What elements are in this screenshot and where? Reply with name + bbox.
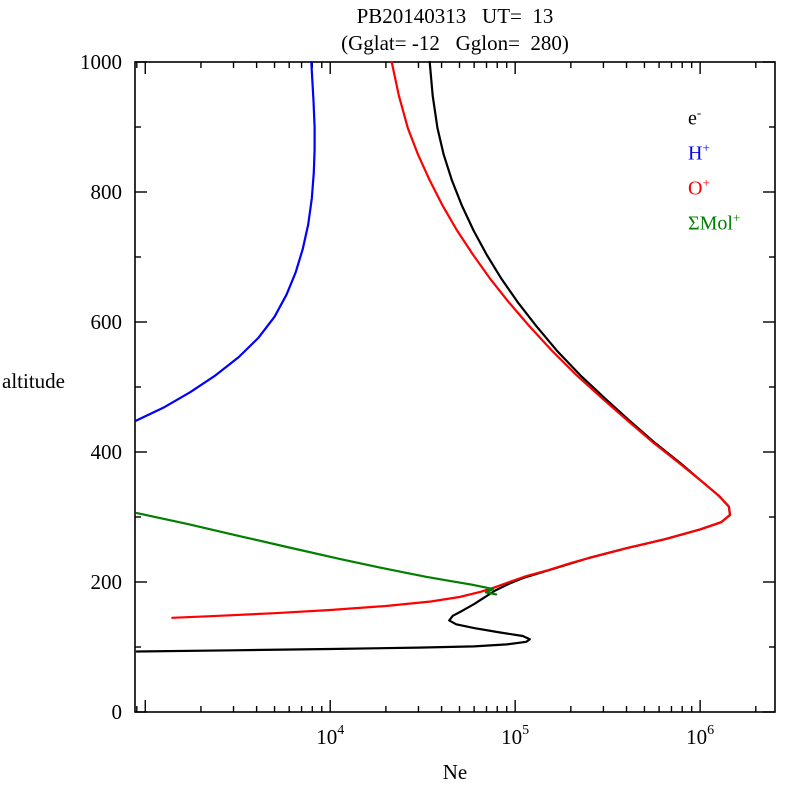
legend-label-H: H+ (688, 140, 710, 165)
y-tick-label: 600 (91, 310, 123, 334)
chart-subtitle: (Gglat= -12 Gglon= 280) (341, 31, 569, 55)
series-Mol-line (135, 512, 498, 596)
y-axis-label: altitude (2, 369, 65, 393)
series-e-line (135, 60, 732, 653)
y-tick-label: 400 (91, 440, 123, 464)
y-tick-label: 800 (91, 180, 123, 204)
legend: e- H+ O+ ΣMol+ (688, 98, 740, 238)
y-tick-label: 200 (91, 570, 123, 594)
y-tick-label: 1000 (80, 50, 122, 74)
x-tick-label: 106 (686, 723, 714, 749)
y-tick-label: 0 (112, 700, 123, 724)
x-axis-label: Ne (442, 760, 468, 784)
legend-label-O: O+ (688, 175, 710, 200)
axes-ticks: 104 105 106 0 200 400 600 800 1000 (80, 50, 775, 749)
series-O-line (171, 60, 732, 619)
legend-label-e: e- (688, 105, 702, 130)
x-tick-label: 104 (316, 723, 344, 749)
legend-label-Mol: ΣMol+ (688, 210, 741, 235)
series-H-line (134, 60, 316, 422)
x-tick-label: 105 (501, 723, 529, 749)
chart-title: PB20140313 UT= 13 (356, 4, 554, 28)
